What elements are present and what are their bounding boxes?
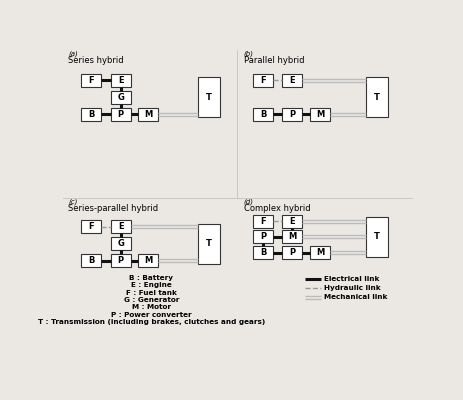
- Bar: [138, 254, 158, 267]
- Bar: [81, 220, 101, 233]
- Text: F: F: [88, 222, 94, 231]
- Bar: [282, 74, 302, 87]
- Text: E: E: [289, 76, 295, 85]
- Bar: [282, 215, 302, 228]
- Bar: [199, 77, 220, 117]
- Text: M: M: [144, 256, 152, 265]
- Bar: [111, 74, 131, 87]
- Bar: [138, 108, 158, 121]
- Text: B: B: [260, 248, 266, 257]
- Text: T : Transmission (including brakes, clutches and gears): T : Transmission (including brakes, clut…: [38, 319, 265, 325]
- Bar: [253, 215, 273, 228]
- Bar: [366, 217, 388, 257]
- Text: M: M: [288, 232, 296, 241]
- Text: E: E: [118, 76, 124, 85]
- Text: Hydraulic link: Hydraulic link: [324, 285, 381, 291]
- Text: P: P: [289, 248, 295, 257]
- Text: P: P: [118, 256, 124, 265]
- Text: B: B: [88, 256, 94, 265]
- Bar: [253, 108, 273, 121]
- Text: P: P: [289, 110, 295, 119]
- Bar: [282, 108, 302, 121]
- Text: B : Battery: B : Battery: [130, 275, 174, 281]
- Text: Complex hybrid: Complex hybrid: [244, 204, 311, 213]
- Bar: [111, 91, 131, 104]
- Text: M: M: [316, 248, 324, 257]
- Text: F : Fuel tank: F : Fuel tank: [126, 290, 177, 296]
- Text: E: E: [289, 217, 295, 226]
- Text: T: T: [206, 239, 212, 248]
- Text: P: P: [118, 110, 124, 119]
- Text: T: T: [374, 93, 380, 102]
- Text: P: P: [260, 232, 266, 241]
- Bar: [111, 237, 131, 250]
- Bar: [282, 246, 302, 259]
- Text: M: M: [144, 110, 152, 119]
- Text: Series-parallel hybrid: Series-parallel hybrid: [68, 204, 158, 213]
- Text: G : Generator: G : Generator: [124, 297, 179, 303]
- Text: M : Motor: M : Motor: [132, 304, 171, 310]
- Text: E: E: [118, 222, 124, 231]
- Text: P : Power converter: P : Power converter: [111, 312, 192, 318]
- Text: E : Engine: E : Engine: [131, 282, 172, 288]
- Bar: [81, 108, 101, 121]
- Text: G: G: [117, 93, 124, 102]
- Bar: [111, 108, 131, 121]
- Text: (a): (a): [68, 50, 78, 57]
- Text: G: G: [117, 239, 124, 248]
- Text: T: T: [206, 93, 212, 102]
- Bar: [310, 246, 330, 259]
- Bar: [366, 77, 388, 117]
- Bar: [81, 254, 101, 267]
- Bar: [81, 74, 101, 87]
- Bar: [282, 230, 302, 243]
- Text: (c): (c): [68, 199, 78, 206]
- Text: F: F: [88, 76, 94, 85]
- Text: B: B: [88, 110, 94, 119]
- Bar: [199, 224, 220, 264]
- Text: Mechanical link: Mechanical link: [324, 294, 387, 300]
- Text: (d): (d): [244, 199, 254, 206]
- Text: Parallel hybrid: Parallel hybrid: [244, 56, 304, 65]
- Text: (b): (b): [244, 50, 254, 57]
- Text: B: B: [260, 110, 266, 119]
- Bar: [310, 108, 330, 121]
- Text: Electrical link: Electrical link: [324, 276, 379, 282]
- Text: F: F: [260, 217, 266, 226]
- Text: Series hybrid: Series hybrid: [68, 56, 124, 65]
- Bar: [111, 254, 131, 267]
- Text: F: F: [260, 76, 266, 85]
- Bar: [253, 74, 273, 87]
- Bar: [111, 220, 131, 233]
- Text: T: T: [374, 232, 380, 241]
- Bar: [253, 230, 273, 243]
- Bar: [253, 246, 273, 259]
- Text: M: M: [316, 110, 324, 119]
